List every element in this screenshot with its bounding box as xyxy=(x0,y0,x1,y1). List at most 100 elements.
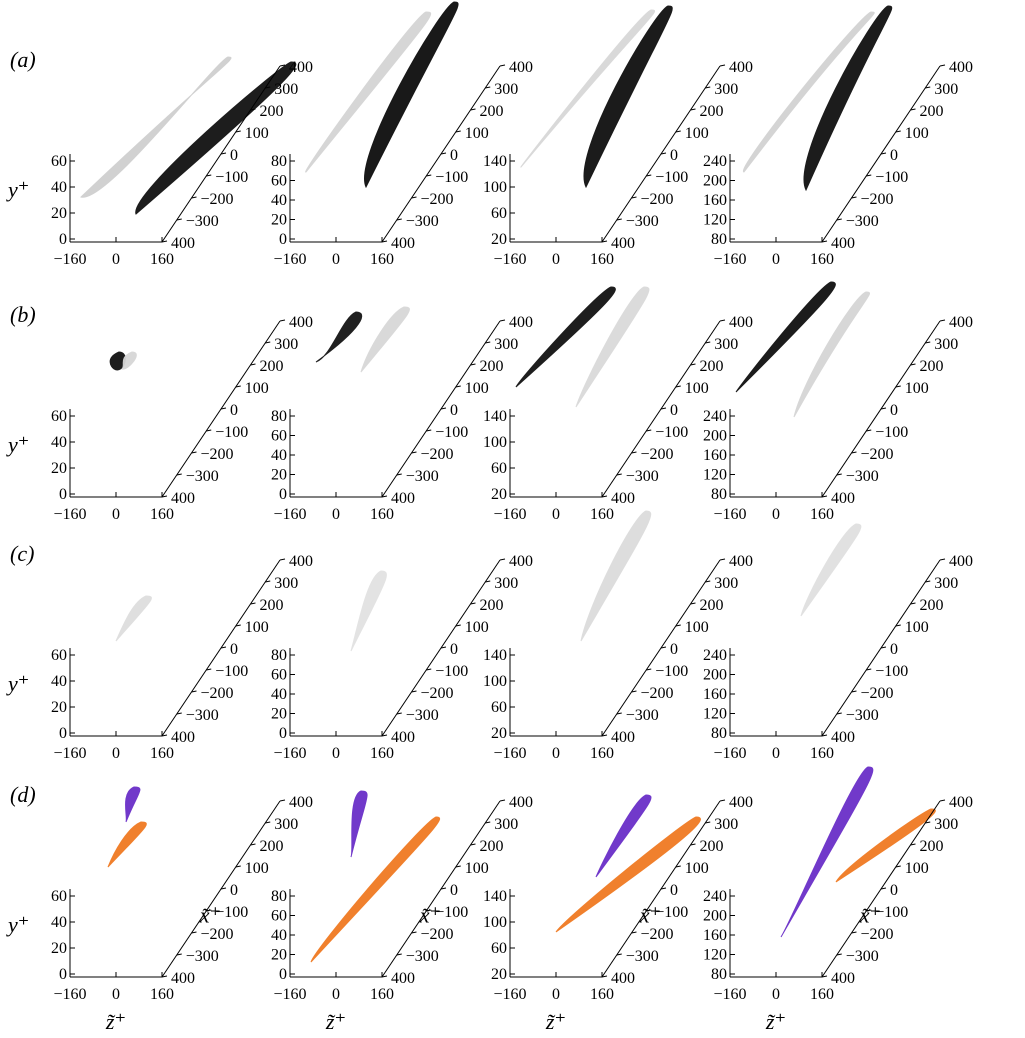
z-tick-label: −160 xyxy=(493,251,526,268)
x-tick xyxy=(381,734,388,737)
x-tick xyxy=(206,668,212,671)
x-tick-label: −300 xyxy=(846,213,879,230)
x-tick xyxy=(220,887,227,890)
z-tick-label: 0 xyxy=(772,986,780,1003)
x-tick xyxy=(176,218,182,221)
x-tick-label: −100 xyxy=(435,169,468,186)
y-tick-label: 40 xyxy=(271,927,287,944)
x-tick xyxy=(250,843,256,846)
x-tick xyxy=(265,580,271,583)
z-tick-label: 0 xyxy=(552,745,560,762)
x-tick xyxy=(499,799,506,802)
y-tick-label: 20 xyxy=(271,212,287,229)
x-tick xyxy=(485,821,491,824)
x-tick-label: −300 xyxy=(186,213,219,230)
x-tick-label: 400 xyxy=(729,59,753,76)
z-tick-label: −160 xyxy=(273,745,306,762)
x-tick-label: −300 xyxy=(406,213,439,230)
x-tick xyxy=(235,385,241,388)
z-tick-label: 160 xyxy=(150,986,174,1003)
x-tick xyxy=(440,407,447,410)
z-tick-label: 0 xyxy=(112,986,120,1003)
x-tick xyxy=(616,953,622,956)
x-tick xyxy=(880,646,887,649)
x-tick-label: −200 xyxy=(201,446,234,463)
x-tick-label: −300 xyxy=(846,948,879,965)
z-tick-label: −160 xyxy=(273,251,306,268)
x-tick-label: 300 xyxy=(494,575,518,592)
x-tick xyxy=(426,668,432,671)
isosurface xyxy=(793,291,870,418)
x-tick xyxy=(265,821,271,824)
z-tick-label: 160 xyxy=(150,506,174,523)
x-tick-label: 200 xyxy=(920,597,944,614)
x-tick xyxy=(220,407,227,410)
row-label: (d) xyxy=(10,782,36,807)
z-tick-label: 160 xyxy=(810,745,834,762)
x-tick xyxy=(206,174,212,177)
x-tick xyxy=(191,690,197,693)
x-tick-label: 300 xyxy=(934,575,958,592)
x-tick xyxy=(235,130,241,133)
x-tick xyxy=(895,130,901,133)
x-tick-label: 200 xyxy=(480,358,504,375)
y-tick-label: 20 xyxy=(51,699,67,716)
x-tick-label: 100 xyxy=(245,380,269,397)
x-tick-label: 0 xyxy=(890,402,898,419)
x-tick-label: 0 xyxy=(670,882,678,899)
y-tick-label: 80 xyxy=(271,888,287,905)
x-tick xyxy=(601,240,608,243)
x-tick-label: 300 xyxy=(934,81,958,98)
x-tick-label: 300 xyxy=(274,336,298,353)
x-tick xyxy=(161,734,168,737)
x-tick-label: 400 xyxy=(391,729,415,746)
row-label: (a) xyxy=(10,47,36,72)
x-tick-label: 400 xyxy=(289,314,313,331)
x-tick xyxy=(191,931,197,934)
x-tick-label: 100 xyxy=(245,860,269,877)
x-tick-label: 400 xyxy=(611,490,635,507)
y-tick-label: 60 xyxy=(51,408,67,425)
x-tick-label: 300 xyxy=(714,575,738,592)
isosurface xyxy=(800,523,862,617)
z-tick-label: 160 xyxy=(590,506,614,523)
y-tick-label: 20 xyxy=(271,947,287,964)
y-tick-label: 20 xyxy=(51,205,67,222)
x-tick xyxy=(836,218,842,221)
x-tick xyxy=(616,712,622,715)
isosurface xyxy=(595,794,652,878)
x-tick xyxy=(176,953,182,956)
z-tick-label: 0 xyxy=(552,986,560,1003)
x-tick-label: −200 xyxy=(421,191,454,208)
y-tick-label: 60 xyxy=(51,647,67,664)
x-tick xyxy=(910,363,916,366)
y-tick-label: 20 xyxy=(491,486,507,503)
isosurface xyxy=(305,11,432,173)
z-tick-label: −160 xyxy=(53,251,86,268)
x-tick-label: 200 xyxy=(920,103,944,120)
y-tick-label: 0 xyxy=(59,486,67,503)
y-tick-label: 80 xyxy=(711,966,727,983)
x-tick xyxy=(851,690,857,693)
x-tick xyxy=(705,86,711,89)
x-tick xyxy=(705,341,711,344)
x-tick-label: 200 xyxy=(260,103,284,120)
x-tick-label: −100 xyxy=(435,663,468,680)
x-tick-label: 400 xyxy=(831,490,855,507)
isosurface xyxy=(121,351,137,370)
x-tick xyxy=(485,86,491,89)
isosurface xyxy=(580,510,652,642)
x-tick xyxy=(279,558,286,561)
isosurface xyxy=(125,786,141,823)
z-tick-label: 160 xyxy=(810,506,834,523)
y-tick-label: 60 xyxy=(491,205,507,222)
x-tick xyxy=(660,646,667,649)
x-tick xyxy=(601,495,608,498)
